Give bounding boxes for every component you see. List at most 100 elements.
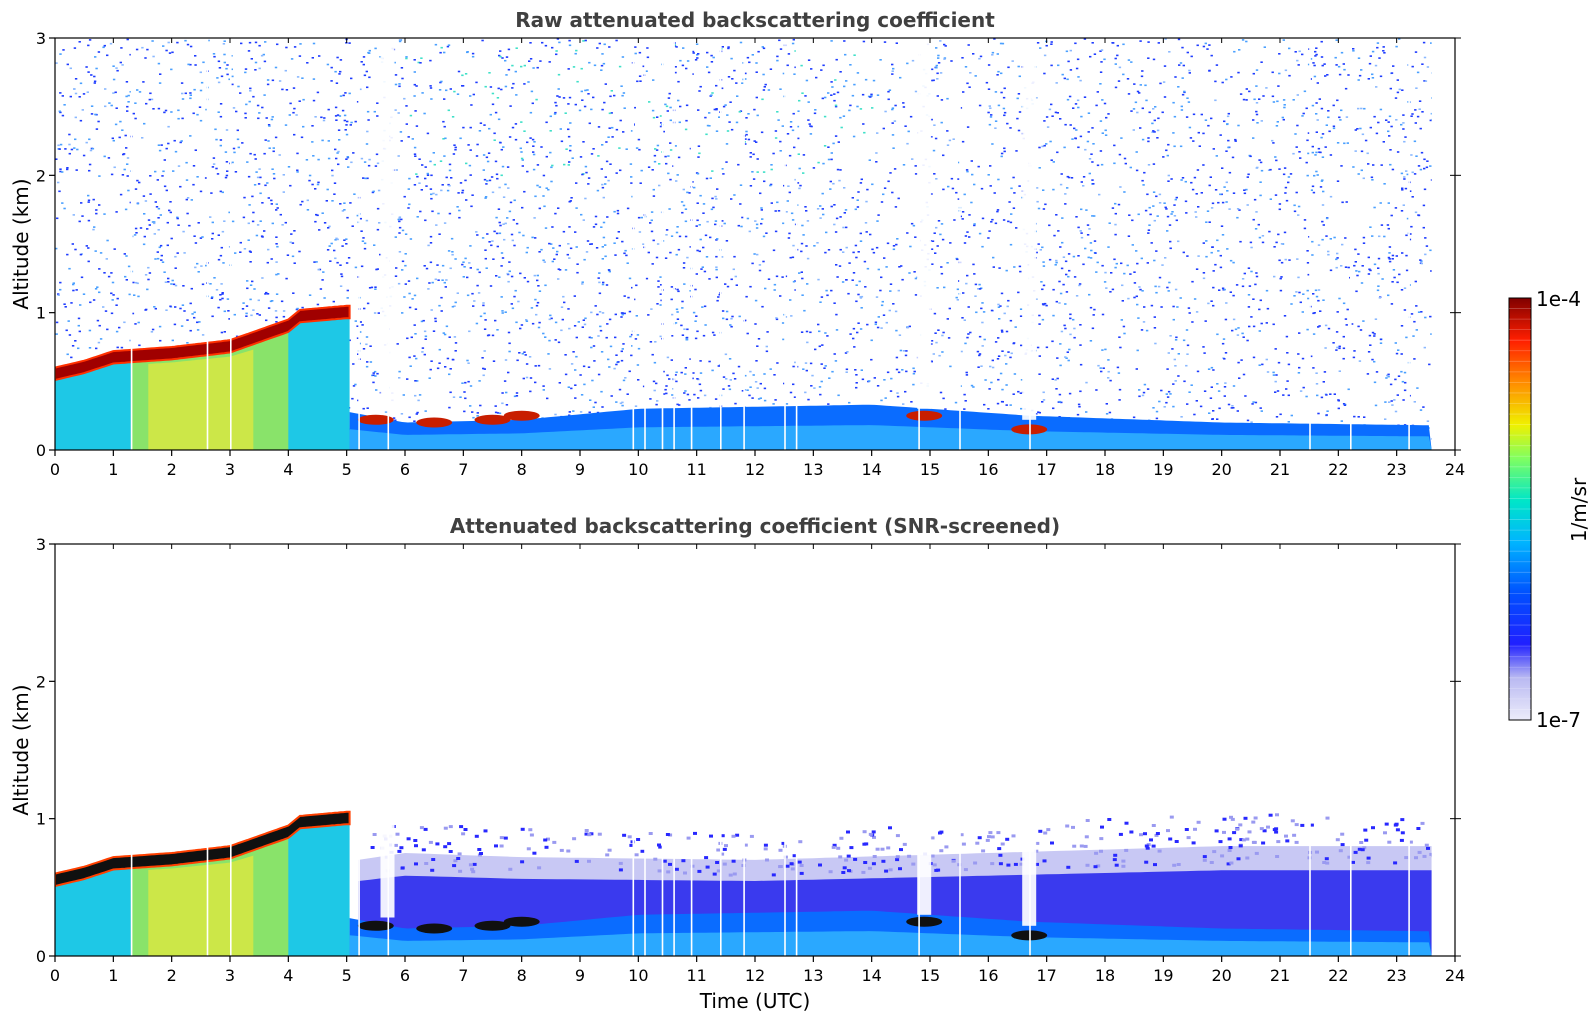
y-tick-label: 3 <box>36 535 46 554</box>
x-tick-label: 10 <box>628 966 648 985</box>
data-gap <box>673 544 675 956</box>
x-tick-label: 10 <box>628 460 648 479</box>
colorbar-unit-label: 1/m/sr <box>1567 477 1591 542</box>
top-boundary-layer <box>55 306 350 450</box>
x-tick-label: 16 <box>978 460 998 479</box>
bottom-boundary-layer <box>55 812 350 956</box>
data-gap <box>720 544 722 956</box>
data-gap <box>796 544 798 956</box>
colorbar-min-label: 1e-7 <box>1536 708 1581 732</box>
top-surface-layer <box>350 405 1432 450</box>
x-tick-label: 20 <box>1211 966 1231 985</box>
x-tick-label: 7 <box>458 966 468 985</box>
x-tick-label: 2 <box>167 966 177 985</box>
data-gap <box>959 38 961 450</box>
bottom-ylabel: Altitude (km) <box>9 684 33 815</box>
cleared-column <box>381 544 395 918</box>
data-gap <box>673 38 675 450</box>
data-gap <box>1408 544 1410 956</box>
x-tick-label: 5 <box>342 966 352 985</box>
x-tick-label: 18 <box>1095 966 1115 985</box>
x-tick-label: 17 <box>1036 460 1056 479</box>
x-tick-label: 2 <box>167 460 177 479</box>
no-data-region <box>1432 38 1455 450</box>
y-tick-label: 0 <box>36 947 46 966</box>
strong-echo-spot <box>906 917 942 927</box>
data-gap <box>131 544 133 956</box>
y-tick-label: 2 <box>36 672 46 691</box>
x-tick-label: 23 <box>1386 460 1406 479</box>
cleared-column <box>381 38 395 412</box>
x-tick-label: 3 <box>225 460 235 479</box>
colorbar: 1e-4 1e-7 1/m/sr <box>1509 287 1591 732</box>
x-tick-label: 3 <box>225 966 235 985</box>
x-tick-label: 19 <box>1153 460 1173 479</box>
data-gap <box>644 544 646 956</box>
cleared-column <box>917 544 931 915</box>
top-panel: Raw attenuated backscattering coefficien… <box>9 8 1465 479</box>
data-gap <box>691 38 693 450</box>
x-tick-label: 22 <box>1328 966 1348 985</box>
x-tick-label: 13 <box>803 966 823 985</box>
data-gap <box>1350 38 1352 450</box>
x-tick-label: 19 <box>1153 966 1173 985</box>
x-tick-label: 18 <box>1095 460 1115 479</box>
x-tick-label: 23 <box>1386 966 1406 985</box>
x-tick-label: 14 <box>861 966 881 985</box>
x-tick-label: 4 <box>283 460 293 479</box>
data-gap <box>1309 544 1311 956</box>
no-data-region <box>1432 544 1455 956</box>
cleared-column <box>917 38 931 409</box>
x-tick-label: 21 <box>1270 966 1290 985</box>
data-gap <box>633 544 635 956</box>
data-gap <box>662 544 664 956</box>
strong-echo-spot <box>504 917 540 927</box>
x-tick-label: 1 <box>108 966 118 985</box>
data-gap <box>959 544 961 956</box>
y-tick-label: 1 <box>36 304 46 323</box>
y-tick-label: 2 <box>36 166 46 185</box>
data-gap <box>207 38 209 450</box>
x-tick-label: 13 <box>803 460 823 479</box>
x-tick-label: 22 <box>1328 460 1348 479</box>
data-gap <box>633 38 635 450</box>
x-tick-label: 4 <box>283 966 293 985</box>
strong-echo-spot <box>416 924 452 934</box>
bottom-title: Attenuated backscattering coefficient (S… <box>450 514 1060 538</box>
strong-echo-spot <box>504 411 540 421</box>
data-gap <box>1408 38 1410 450</box>
x-tick-label: 20 <box>1211 460 1231 479</box>
data-gap <box>743 38 745 450</box>
cleared-column <box>1022 38 1036 420</box>
strong-echo-spot <box>906 411 942 421</box>
cleared-column <box>1022 544 1036 926</box>
x-tick-label: 8 <box>517 966 527 985</box>
x-tick-label: 7 <box>458 460 468 479</box>
x-tick-label: 11 <box>686 966 706 985</box>
data-gap <box>720 38 722 450</box>
x-tick-label: 14 <box>861 460 881 479</box>
top-ylabel: Altitude (km) <box>9 178 33 309</box>
data-gap <box>230 544 232 956</box>
x-tick-label: 21 <box>1270 460 1290 479</box>
x-tick-label: 12 <box>745 460 765 479</box>
x-tick-label: 9 <box>575 460 585 479</box>
top-title: Raw attenuated backscattering coefficien… <box>515 8 995 32</box>
x-tick-label: 0 <box>50 460 60 479</box>
x-tick-label: 16 <box>978 966 998 985</box>
data-gap <box>644 38 646 450</box>
x-tick-label: 6 <box>400 460 410 479</box>
x-tick-label: 0 <box>50 966 60 985</box>
x-tick-label: 11 <box>686 460 706 479</box>
x-tick-label: 12 <box>745 966 765 985</box>
bottom-xlabel: Time (UTC) <box>699 989 811 1013</box>
data-gap <box>662 38 664 450</box>
data-gap <box>796 38 798 450</box>
strong-echo-spot <box>416 418 452 428</box>
x-tick-label: 6 <box>400 966 410 985</box>
data-gap <box>691 544 693 956</box>
x-tick-label: 24 <box>1445 460 1465 479</box>
y-tick-label: 1 <box>36 810 46 829</box>
